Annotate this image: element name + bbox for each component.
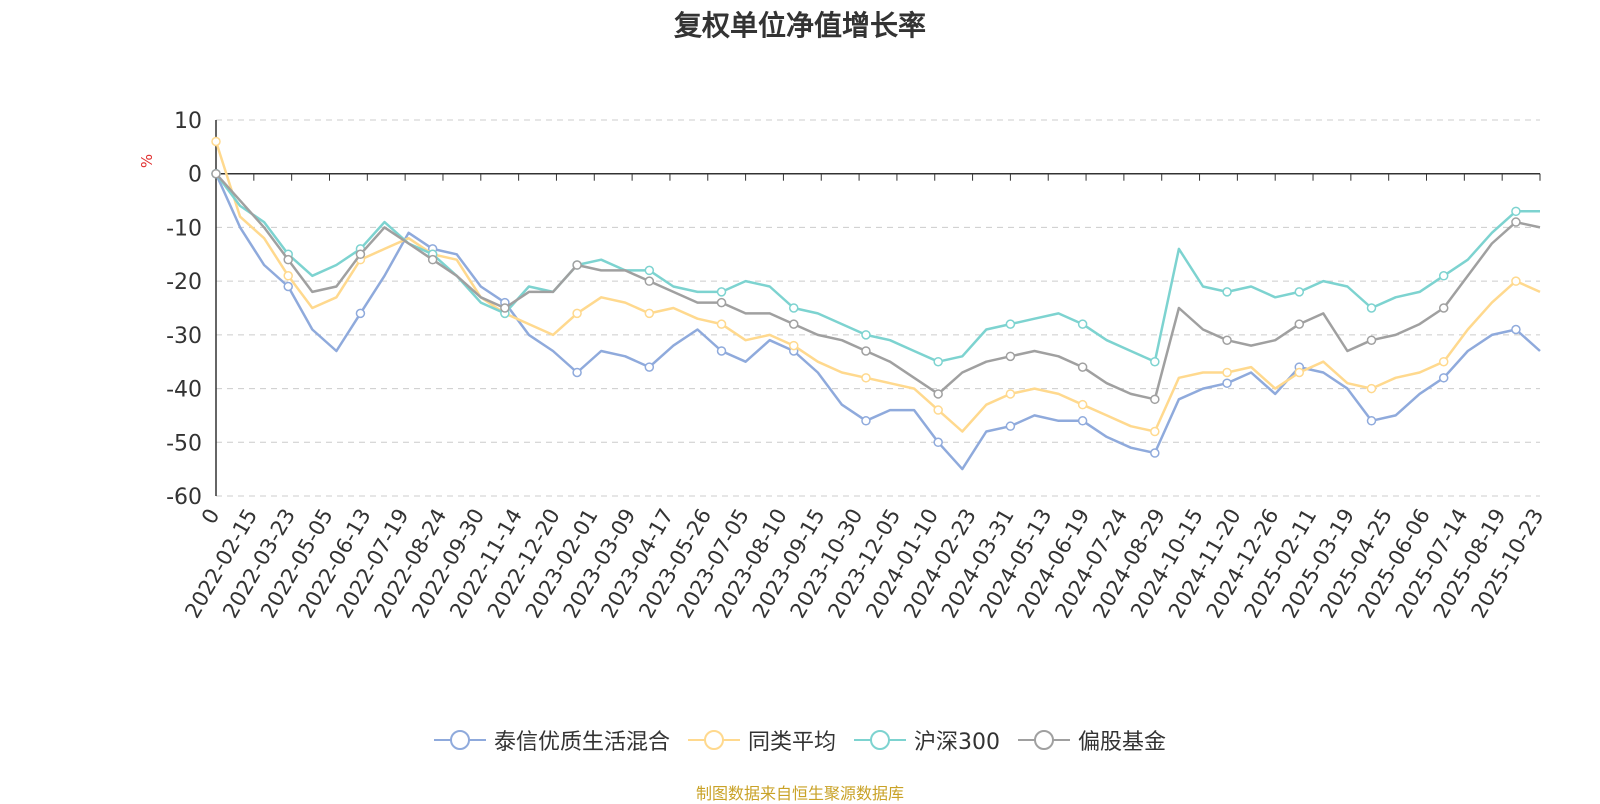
data-point: [1438, 373, 1449, 383]
data-point: [1511, 217, 1521, 227]
data-point: [1222, 367, 1232, 378]
legend-label: 偏股基金: [1078, 730, 1167, 755]
data-point: [933, 356, 943, 367]
legend: 泰信优质生活混合 同类平均 沪深300 偏股基金: [0, 724, 1600, 756]
data-point: [716, 346, 727, 356]
data-point: [1511, 206, 1521, 217]
data-point: [1366, 383, 1377, 394]
data-point: [1294, 319, 1305, 329]
data-point: [1150, 448, 1160, 458]
data-point: [788, 340, 799, 351]
axis-layer: [215, 120, 1541, 496]
data-point: [861, 330, 871, 340]
data-point: [572, 367, 582, 378]
y-tick-label: -50: [166, 431, 202, 456]
data-point: [1005, 421, 1016, 431]
chart-title: 复权单位净值增长率: [673, 9, 926, 42]
data-point: [572, 260, 582, 270]
y-tick-label: 0: [188, 163, 202, 188]
data-point: [355, 308, 366, 319]
data-point: [933, 437, 943, 448]
data-point: [1150, 394, 1160, 405]
data-point: [1077, 319, 1088, 329]
series-line-1: [214, 141, 1541, 433]
legend-swatch-icon: [1018, 730, 1070, 750]
data-point: [788, 303, 799, 313]
data-point: [1294, 367, 1305, 378]
data-point: [1222, 335, 1232, 345]
data-point: [1222, 287, 1232, 297]
data-point: [1438, 303, 1449, 313]
y-tick-label: -60: [166, 485, 202, 510]
data-point: [716, 287, 727, 297]
grid-layer: [216, 119, 1540, 497]
data-point: [283, 271, 293, 281]
legend-label: 同类平均: [747, 730, 836, 755]
data-point: [788, 319, 799, 329]
y-tick-label: -10: [166, 216, 202, 241]
data-point: [572, 308, 582, 319]
legend-label: 沪深300: [914, 730, 1000, 755]
x-tick-label: 0: [197, 505, 224, 529]
data-point: [1077, 399, 1088, 410]
data-point: [500, 303, 510, 313]
legend-item-series-1[interactable]: 同类平均: [687, 724, 836, 756]
data-point: [1150, 426, 1160, 437]
legend-swatch-icon: [854, 730, 906, 750]
series-line-0: [214, 173, 1541, 471]
data-point: [644, 265, 655, 276]
data-point: [1005, 389, 1016, 399]
data-point: [1077, 362, 1088, 372]
data-point: [211, 168, 221, 179]
data-point: [1294, 287, 1305, 297]
data-point: [1366, 416, 1377, 426]
y-tick-label: -20: [166, 270, 202, 295]
data-point: [1005, 319, 1016, 329]
y-tick-label: -40: [166, 378, 202, 403]
series-line-2: [214, 172, 1540, 363]
legend-item-series-0[interactable]: 泰信优质生活混合: [433, 724, 670, 756]
data-point: [355, 249, 366, 260]
series-layer: [211, 136, 1541, 471]
data-point: [861, 373, 871, 383]
data-point: [1077, 416, 1088, 426]
series-line-3: [215, 172, 1541, 401]
source-note: 制图数据来自恒生聚源数据库: [695, 784, 904, 803]
data-point: [644, 362, 655, 372]
data-point: [644, 276, 655, 286]
data-point: [644, 308, 655, 319]
data-point: [283, 254, 293, 265]
data-point: [211, 136, 221, 147]
data-point: [1005, 351, 1016, 362]
data-point: [1438, 356, 1449, 367]
data-point: [861, 416, 871, 426]
data-point: [1150, 356, 1160, 367]
data-point: [1438, 271, 1449, 281]
data-point: [1366, 303, 1377, 313]
data-point: [716, 319, 727, 329]
data-point: [933, 389, 943, 399]
tick-label-layer: 100-10-20-30-40-50-6002022-02-152022-03-…: [166, 109, 1548, 622]
legend-item-series-3[interactable]: 偏股基金: [1018, 724, 1166, 756]
data-point: [1511, 324, 1521, 335]
legend-label: 泰信优质生活混合: [493, 730, 670, 755]
line-chart: 100-10-20-30-40-50-6002022-02-152022-03-…: [166, 109, 1548, 622]
legend-swatch-icon: [433, 730, 486, 750]
data-point: [427, 254, 438, 265]
legend-item-series-2[interactable]: 沪深300: [854, 724, 1000, 756]
data-point: [933, 405, 943, 415]
data-point: [1366, 335, 1377, 345]
legend-swatch-icon: [687, 730, 740, 750]
data-point: [861, 346, 871, 356]
y-tick-label: -30: [166, 324, 202, 349]
data-point: [716, 297, 727, 308]
data-point: [1222, 378, 1232, 388]
data-point: [1511, 276, 1521, 286]
y-tick-label: 10: [174, 109, 202, 134]
data-point: [283, 281, 293, 292]
